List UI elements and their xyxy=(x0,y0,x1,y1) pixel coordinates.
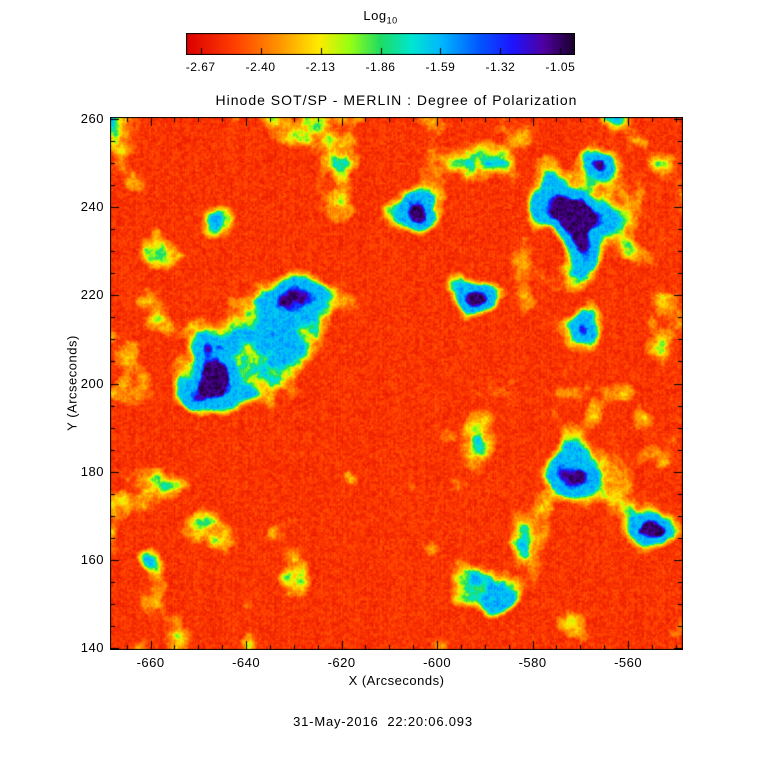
x-axis-label: X (Arcseconds) xyxy=(348,673,445,688)
x-tick-label: -640 xyxy=(232,655,261,670)
colorbar-tick-label: -2.67 xyxy=(185,60,216,74)
y-tick-label: 220 xyxy=(80,287,104,303)
x-tick-label: -560 xyxy=(614,655,643,670)
y-tick-label: 180 xyxy=(80,463,104,479)
y-tick-label: 160 xyxy=(80,551,104,567)
x-tick-label: -580 xyxy=(518,655,547,670)
colorbar-title-text: Log xyxy=(363,8,387,23)
colorbar xyxy=(186,33,575,55)
y-tick-label: 200 xyxy=(80,375,104,391)
heatmap-plot xyxy=(110,117,683,650)
colorbar-tick-label: -1.86 xyxy=(365,60,396,74)
colorbar-title: Log10 xyxy=(186,8,575,26)
x-tick-label: -620 xyxy=(327,655,356,670)
observation-timestamp: 31-May-2016 22:20:06.093 xyxy=(293,714,473,729)
plot-title: Hinode SOT/SP - MERLIN : Degree of Polar… xyxy=(215,92,578,108)
colorbar-tick-label: -1.32 xyxy=(485,60,516,74)
x-tick-label: -600 xyxy=(423,655,452,670)
colorbar-title-subscript: 10 xyxy=(386,15,398,26)
y-tick-label: 140 xyxy=(80,639,104,655)
colorbar-tick-label: -2.40 xyxy=(245,60,276,74)
x-tick-label: -660 xyxy=(136,655,165,670)
colorbar-tick-label: -1.05 xyxy=(545,60,576,74)
y-tick-label: 260 xyxy=(80,111,104,127)
colorbar-tick-label: -1.59 xyxy=(425,60,456,74)
colorbar-tick-label: -2.13 xyxy=(305,60,336,74)
y-tick-label: 240 xyxy=(80,199,104,215)
